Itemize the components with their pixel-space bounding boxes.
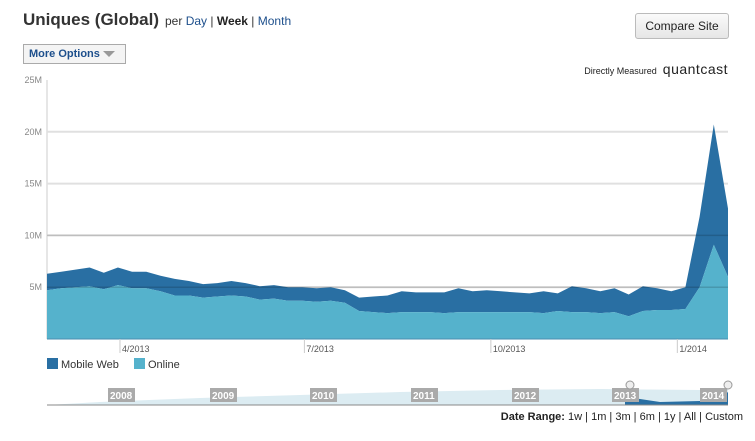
directly-measured-label: Directly Measured xyxy=(584,66,657,76)
page-title: Uniques (Global) xyxy=(23,10,159,29)
y-tick-label: 20M xyxy=(24,127,42,137)
x-tick-label: 10/2013 xyxy=(493,344,526,354)
range-custom[interactable]: Custom xyxy=(705,411,743,423)
navigator-year-box xyxy=(108,388,135,402)
navigator-year-label: 2014 xyxy=(702,391,725,402)
navigator-year-box xyxy=(310,388,337,402)
legend-label: Mobile Web xyxy=(61,359,119,371)
navigator-year-box xyxy=(210,388,237,402)
chevron-down-icon xyxy=(102,51,115,58)
compare-site-button[interactable]: Compare Site xyxy=(635,13,729,39)
period-selector: per Day | Week | Month xyxy=(165,14,292,28)
area-online xyxy=(47,244,728,339)
period-week-selected[interactable]: Week xyxy=(216,14,248,28)
brand-row: Directly Measured quantcast xyxy=(584,61,728,77)
x-tick-label: 7/2013 xyxy=(306,344,334,354)
range-1w[interactable]: 1w xyxy=(568,411,583,423)
range-3m[interactable]: 3m xyxy=(615,411,631,423)
navigator-year-box xyxy=(700,388,727,402)
navigator-year-label: 2012 xyxy=(514,391,537,402)
range-6m[interactable]: 6m xyxy=(639,411,655,423)
navigator-year-label: 2008 xyxy=(110,391,133,402)
legend-swatch-mobile-web xyxy=(47,358,58,369)
legend-label: Online xyxy=(148,359,180,371)
legend-swatch-online xyxy=(134,358,145,369)
navigator-year-box xyxy=(411,388,438,402)
navigator-year-label: 2009 xyxy=(212,391,235,402)
more-options-label: More Options xyxy=(29,48,100,60)
date-range-selector: Date Range: 1w | 1m | 3m | 6m | 1y | All… xyxy=(500,411,743,423)
navigator-year-label: 2010 xyxy=(312,391,335,402)
range-1y[interactable]: 1y xyxy=(663,411,676,423)
navigator-range-handle[interactable] xyxy=(723,380,733,390)
navigator-year-label: 2013 xyxy=(614,391,637,402)
period-month-link[interactable]: Month xyxy=(257,14,292,28)
period-day-link[interactable]: Day xyxy=(185,14,208,28)
per-label: per xyxy=(165,14,183,28)
legend-online[interactable]: Online xyxy=(134,358,180,371)
header-row: Uniques (Global) per Day | Week | Month xyxy=(23,10,291,30)
y-tick-label: 15M xyxy=(24,179,42,189)
navigator-range-handle[interactable] xyxy=(625,380,635,390)
range-1m[interactable]: 1m xyxy=(591,411,607,423)
navigator-year-box xyxy=(512,388,539,402)
more-options-dropdown[interactable]: More Options xyxy=(23,44,126,64)
legend-mobile-web[interactable]: Mobile Web xyxy=(47,358,119,371)
x-tick-label: 1/2014 xyxy=(679,344,707,354)
date-range-label: Date Range: xyxy=(500,411,565,423)
area-mobile-web xyxy=(47,124,728,317)
navigator-year-box xyxy=(612,388,639,402)
navigator-year-label: 2011 xyxy=(413,391,435,402)
y-tick-label: 10M xyxy=(24,230,42,240)
quantcast-logo: quantcast xyxy=(662,61,728,77)
y-tick-label: 25M xyxy=(24,75,42,85)
range-all[interactable]: All xyxy=(683,411,697,423)
y-tick-label: 5M xyxy=(29,282,42,292)
x-tick-label: 4/2013 xyxy=(122,344,150,354)
